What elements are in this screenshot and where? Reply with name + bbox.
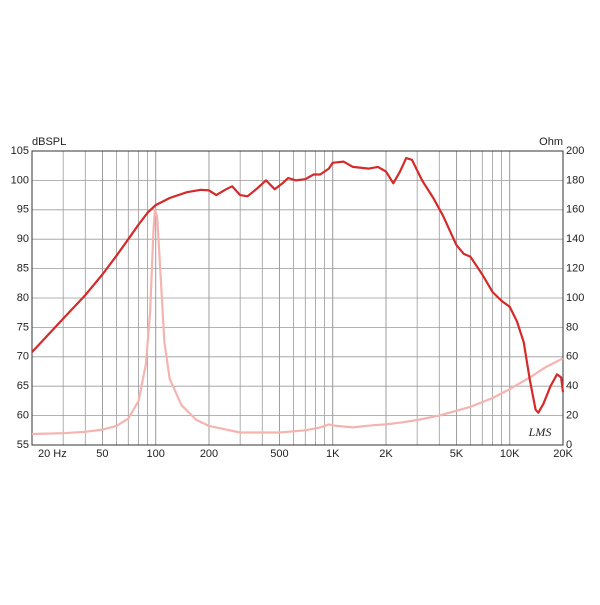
y2-tick-label: 80	[566, 321, 578, 333]
x-tick-label: 2K	[379, 448, 393, 460]
y2-tick-label: 160	[566, 204, 584, 216]
annotation: LMS	[528, 425, 552, 439]
x-tick-label: 1K	[326, 448, 340, 460]
y-tick-label: 75	[17, 321, 29, 333]
data-line	[31, 157, 565, 414]
y2-tick-label: 0	[566, 439, 572, 451]
y2-tick-label: 200	[566, 145, 584, 157]
y-tick-label: 105	[11, 145, 29, 157]
y2-axis-label: Ohm	[539, 136, 563, 148]
x-tick-label: 5K	[450, 448, 464, 460]
y-tick-label: 55	[17, 439, 29, 451]
y2-tick-label: 180	[566, 174, 584, 186]
x-tick-label: 20K	[553, 448, 573, 460]
y-tick-label: 90	[17, 233, 29, 245]
y-tick-label: 70	[17, 351, 29, 363]
y-tick-label: 100	[11, 174, 29, 186]
x-tick-label: 200	[200, 448, 218, 460]
x-tick-label: 50	[96, 448, 108, 460]
y2-tick-label: 40	[566, 380, 578, 392]
y-tick-label: 65	[17, 380, 29, 392]
y-tick-label: 95	[17, 204, 29, 216]
y2-tick-label: 20	[566, 410, 578, 422]
y2-tick-label: 120	[566, 263, 584, 275]
plot-frame	[31, 150, 564, 446]
x-tick-label: 500	[270, 448, 288, 460]
y-tick-label: 85	[17, 263, 29, 275]
y-axis-label: dBSPL	[32, 136, 66, 148]
x-tick-label: 100	[147, 448, 165, 460]
y-tick-label: 80	[17, 292, 29, 304]
y-tick-label: 60	[17, 410, 29, 422]
y2-tick-label: 60	[566, 351, 578, 363]
y2-tick-label: 140	[566, 233, 584, 245]
data-line	[31, 208, 564, 436]
x-tick-label: 20 Hz	[38, 448, 67, 460]
y2-tick-label: 100	[566, 292, 584, 304]
x-tick-label: 10K	[500, 448, 520, 460]
